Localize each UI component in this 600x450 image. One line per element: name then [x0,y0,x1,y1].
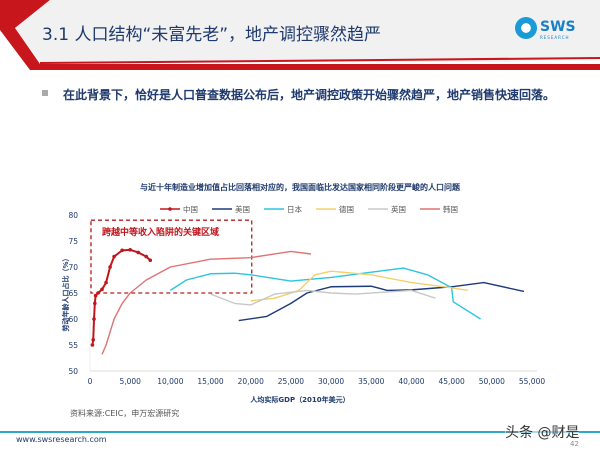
x-tick-label: 30,000 [318,377,344,386]
data-point [100,287,104,292]
legend: 中国 美国 日本 德国 英国 韩国 [160,204,458,214]
chart: 与近十年制造业增加值占比回落相对应的，我国面临比发达国家相同阶段更严峻的人口问题… [61,182,545,404]
x-tick-label: 25,000 [278,377,304,386]
y-tick-label: 75 [68,237,78,246]
data-point [112,254,116,259]
data-point [144,254,149,259]
footer-url[interactable]: www.swsresearch.com [16,435,107,444]
chart-title: 与近十年制造业增加值占比回落相对应的，我国面临比发达国家相同阶段更严峻的人口问题 [140,182,461,192]
header-banner [0,0,600,70]
series-中国 [90,248,153,347]
series-line [210,289,436,306]
x-tick-label: 55,000 [519,377,545,386]
x-tick-label: 45,000 [439,377,465,386]
data-point [96,291,100,295]
series-韩国 [101,250,312,355]
legend-label: 德国 [339,204,354,214]
x-tick-label: 35,000 [358,377,384,386]
data-point [93,293,98,298]
y-tick-label: 50 [68,367,78,376]
x-tick-label: 5,000 [119,377,141,386]
y-axis-label: 劳动年龄人口占比（%） [61,254,70,331]
data-point [136,250,141,255]
series-美国 [238,281,525,322]
x-tick-label: 40,000 [398,377,424,386]
legend-label: 韩国 [443,204,458,214]
footer-line [0,431,600,433]
data-point [93,301,97,306]
series-line [101,250,312,355]
y-tick-label: 55 [68,341,78,350]
axes: 0 5,000 10,000 15,000 20,000 25,000 30,000 35,0… [68,211,545,386]
data-point [128,248,132,252]
legend-label: 中国 [183,204,198,214]
x-axis-label: 人均实际GDP（2010年美元） [250,395,349,404]
logo-sub: RESEARCH [540,35,570,40]
bullet-square-icon [42,90,63,98]
source-note: 资料来源:CEIC，申万宏源研究 [70,409,180,418]
series-group [90,248,525,355]
y-tick-label: 65 [68,289,78,298]
legend-label: 日本 [287,204,302,214]
data-point [91,338,96,342]
annotation-text: 跨越中等收入陷阱的关键区域 [102,226,219,238]
bullet-text: 在此背景下，恰好是人口普查数据公布后，地产调控政策开始骤然趋严，地产销售快速回落… [63,88,556,102]
data-point [104,280,108,285]
series-line [91,248,151,346]
annotation-rect [90,219,253,294]
x-tick-label: 15,000 [197,377,223,386]
legend-label: 美国 [235,204,250,214]
legend-label: 英国 [391,204,406,214]
data-point [148,258,153,263]
data-point [92,317,96,321]
data-point [108,265,112,269]
logo-mark-icon [515,17,537,39]
logo-text: SWS [540,19,576,35]
series-英国 [210,289,436,306]
y-tick-label: 70 [68,263,78,272]
series-德国 [250,270,468,302]
sws-logo: SWS RESEARCH [515,16,576,40]
series-line [250,270,468,302]
data-point [90,343,95,347]
watermark: 头条 @财是 [505,422,580,442]
legend-marker [168,207,172,211]
x-tick-label: 10,000 [157,377,183,386]
x-tick-label: 20,000 [238,377,264,386]
data-point [120,248,124,253]
x-tick-label: 0 [88,377,93,386]
annotation-box: 跨越中等收入陷阱的关键区域 [90,219,253,294]
series-line [238,281,525,322]
y-tick-label: 60 [68,315,78,324]
x-tick-label: 50,000 [479,377,505,386]
page-number: 42 [570,440,579,448]
slide-title: 3.1 人口结构“未富先老”，地产调控骤然趋严 [42,25,382,45]
y-tick-label: 80 [68,211,78,220]
